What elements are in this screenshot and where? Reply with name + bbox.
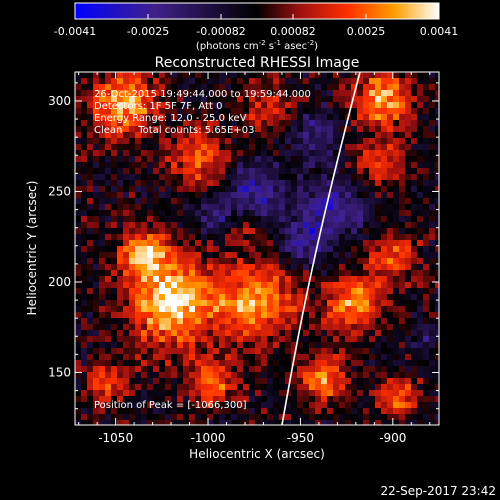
y-tick-label: 250 (48, 184, 71, 198)
plot-frame (74, 71, 440, 426)
footer-timestamp: 22-Sep-2017 23:42 (381, 484, 496, 498)
y-tick-label: 150 (48, 366, 71, 380)
colorbar-ticks (74, 14, 440, 19)
x-tick-label: -950 (287, 431, 314, 445)
peak-position-annotation: Position of Peak = [-1066,300] (94, 400, 247, 411)
colorbar (74, 2, 440, 20)
x-axis-label: Heliocentric X (arcsec) (189, 447, 325, 461)
plot-title: Reconstructed RHESSI Image (155, 55, 360, 71)
colorbar-tick-label: 0.0025 (347, 25, 386, 38)
colorbar-tick-label: -0.00082 (196, 25, 245, 38)
colorbar-tick-label: -0.0041 (54, 25, 96, 38)
y-axis-label: Heliocentric Y (arcsec) (25, 181, 39, 316)
y-tick-label: 200 (48, 275, 71, 289)
solar-limb-line (281, 72, 361, 425)
clean-annotation: Clean Total counts: 5.65E+03 (94, 125, 254, 136)
x-axis-ticks: -1050 -1000 -950 -900 (78, 72, 431, 445)
x-tick-label: -900 (379, 431, 406, 445)
x-tick-label: -1050 (98, 431, 133, 445)
energy-annotation: Energy Range: 12.0 - 25.0 keV (94, 113, 247, 124)
y-axis-ticks: 150 200 250 300 (48, 82, 439, 410)
x-tick-label: -1000 (191, 431, 226, 445)
rhessi-image (75, 72, 439, 425)
detectors-annotation: Detectors: 1F 5F 7F, Att 0 (94, 101, 222, 112)
y-tick-label: 300 (48, 94, 71, 108)
colorbar-unit-label: (photons cm-2 s-1 asec-2) (196, 39, 318, 52)
colorbar-tick-label: 0.0041 (420, 25, 459, 38)
colorbar-tick-label: -0.0025 (127, 25, 169, 38)
time-range-annotation: 26-Oct-2015 19:49:44.000 to 19:59:44.000 (94, 89, 311, 100)
colorbar-tick-label: 0.00082 (270, 25, 316, 38)
